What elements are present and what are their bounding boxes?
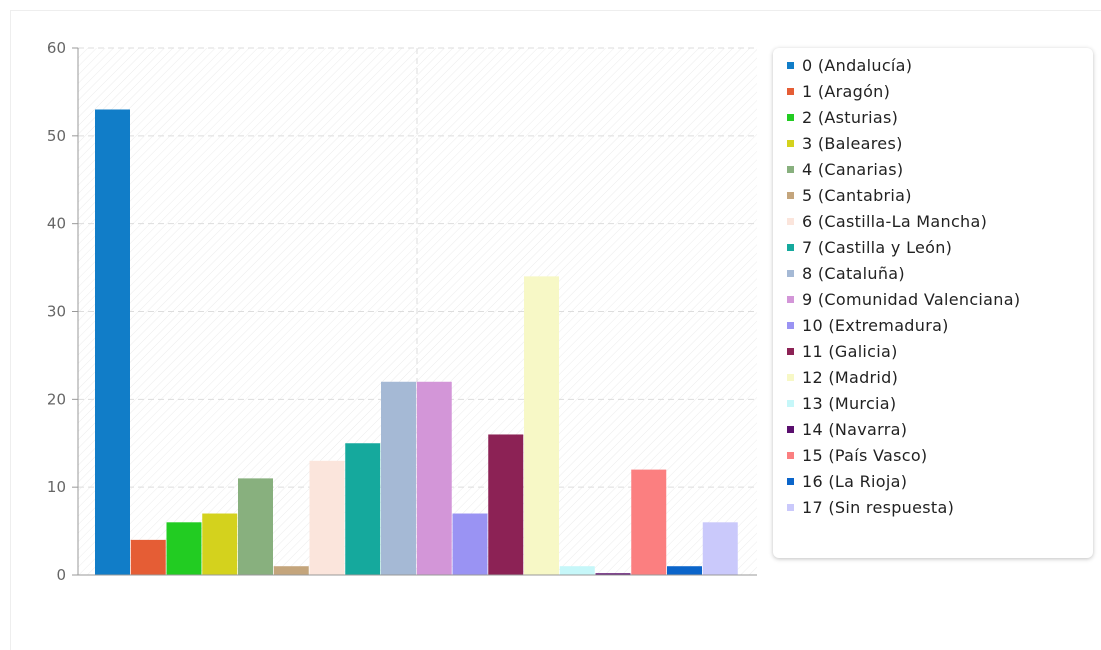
bar[interactable] bbox=[381, 381, 416, 575]
legend-label: 13 (Murcia) bbox=[802, 393, 897, 413]
legend-label: 9 (Comunidad Valenciana) bbox=[802, 289, 1021, 309]
bar[interactable] bbox=[130, 539, 166, 575]
bar[interactable] bbox=[631, 469, 667, 575]
y-tick-label: 50 bbox=[47, 127, 66, 145]
legend-item[interactable]: 16 (La Rioja) bbox=[787, 468, 1093, 494]
legend-swatch bbox=[787, 165, 794, 173]
legend-item[interactable]: 10 (Extremadura) bbox=[787, 312, 1093, 338]
legend-item[interactable]: 8 (Cataluña) bbox=[787, 260, 1093, 286]
legend-swatch bbox=[787, 451, 794, 459]
bar[interactable] bbox=[202, 513, 238, 575]
bar[interactable] bbox=[595, 573, 631, 575]
y-tick-label: 60 bbox=[47, 39, 66, 57]
bar[interactable] bbox=[95, 109, 130, 575]
legend-swatch bbox=[787, 477, 794, 485]
legend-swatch bbox=[787, 269, 794, 277]
legend-swatch bbox=[787, 191, 794, 199]
legend-item[interactable]: 11 (Galicia) bbox=[787, 338, 1093, 364]
legend-swatch bbox=[787, 425, 794, 433]
chart-panel bbox=[10, 10, 1101, 650]
legend-item[interactable]: 3 (Baleares) bbox=[787, 130, 1093, 156]
bars bbox=[95, 109, 738, 575]
legend-item[interactable]: 17 (Sin respuesta) bbox=[787, 494, 1093, 520]
y-tick-label: 40 bbox=[47, 215, 66, 233]
legend-swatch bbox=[787, 139, 794, 147]
legend-label: 14 (Navarra) bbox=[802, 419, 908, 439]
bar[interactable] bbox=[345, 443, 381, 575]
legend-swatch bbox=[787, 503, 794, 511]
legend-label: 12 (Madrid) bbox=[802, 367, 899, 387]
legend-label: 10 (Extremadura) bbox=[802, 315, 949, 335]
legend-swatch bbox=[787, 373, 794, 381]
legend-swatch bbox=[787, 347, 794, 355]
legend-label: 7 (Castilla y León) bbox=[802, 237, 953, 257]
legend-swatch bbox=[787, 243, 794, 251]
legend-label: 0 (Andalucía) bbox=[802, 55, 913, 75]
legend-label: 1 (Aragón) bbox=[802, 81, 891, 101]
legend-label: 11 (Galicia) bbox=[802, 341, 898, 361]
bar[interactable] bbox=[238, 478, 273, 575]
bar[interactable] bbox=[166, 522, 202, 575]
y-tick-label: 20 bbox=[47, 390, 66, 408]
legend-swatch bbox=[787, 295, 794, 303]
legend-swatch bbox=[787, 61, 794, 69]
y-tick-label: 10 bbox=[47, 478, 66, 496]
bar[interactable] bbox=[667, 566, 702, 575]
legend-item[interactable]: 1 (Aragón) bbox=[787, 78, 1093, 104]
bar[interactable] bbox=[416, 381, 452, 575]
legend-label: 4 (Canarias) bbox=[802, 159, 904, 179]
axes: 0 10 20 30 40 50 60 bbox=[47, 39, 757, 584]
legend-label: 6 (Castilla-La Mancha) bbox=[802, 211, 988, 231]
legend-swatch bbox=[787, 321, 794, 329]
bar[interactable] bbox=[488, 434, 524, 575]
bar[interactable] bbox=[524, 276, 559, 575]
legend-label: 15 (País Vasco) bbox=[802, 445, 928, 465]
legend-item[interactable]: 7 (Castilla y León) bbox=[787, 234, 1093, 260]
legend-item[interactable]: 12 (Madrid) bbox=[787, 364, 1093, 390]
legend-label: 8 (Cataluña) bbox=[802, 263, 905, 283]
legend: 0 (Andalucía) 1 (Aragón) 2 (Asturias) 3 (Ba… bbox=[773, 48, 1093, 558]
y-tick-label: 0 bbox=[56, 566, 66, 584]
legend-item[interactable]: 15 (País Vasco) bbox=[787, 442, 1093, 468]
legend-item[interactable]: 14 (Navarra) bbox=[787, 416, 1093, 442]
y-tick-label: 30 bbox=[47, 303, 66, 321]
legend-item[interactable]: 9 (Comunidad Valenciana) bbox=[787, 286, 1093, 312]
legend-swatch bbox=[787, 399, 794, 407]
legend-label: 3 (Baleares) bbox=[802, 133, 903, 153]
bar[interactable] bbox=[309, 460, 345, 575]
bar[interactable] bbox=[559, 566, 595, 575]
legend-item[interactable]: 2 (Asturias) bbox=[787, 104, 1093, 130]
bar[interactable] bbox=[273, 566, 309, 575]
legend-label: 17 (Sin respuesta) bbox=[802, 497, 955, 517]
legend-label: 2 (Asturias) bbox=[802, 107, 899, 127]
legend-label: 16 (La Rioja) bbox=[802, 471, 908, 491]
legend-item[interactable]: 13 (Murcia) bbox=[787, 390, 1093, 416]
legend-swatch bbox=[787, 217, 794, 225]
legend-item[interactable]: 0 (Andalucía) bbox=[787, 52, 1093, 78]
legend-item[interactable]: 6 (Castilla-La Mancha) bbox=[787, 208, 1093, 234]
legend-item[interactable]: 5 (Cantabria) bbox=[787, 182, 1093, 208]
bar[interactable] bbox=[702, 522, 738, 575]
legend-swatch bbox=[787, 87, 794, 95]
legend-swatch bbox=[787, 113, 794, 121]
legend-item[interactable]: 4 (Canarias) bbox=[787, 156, 1093, 182]
legend-label: 5 (Cantabria) bbox=[802, 185, 912, 205]
bar[interactable] bbox=[452, 513, 488, 575]
